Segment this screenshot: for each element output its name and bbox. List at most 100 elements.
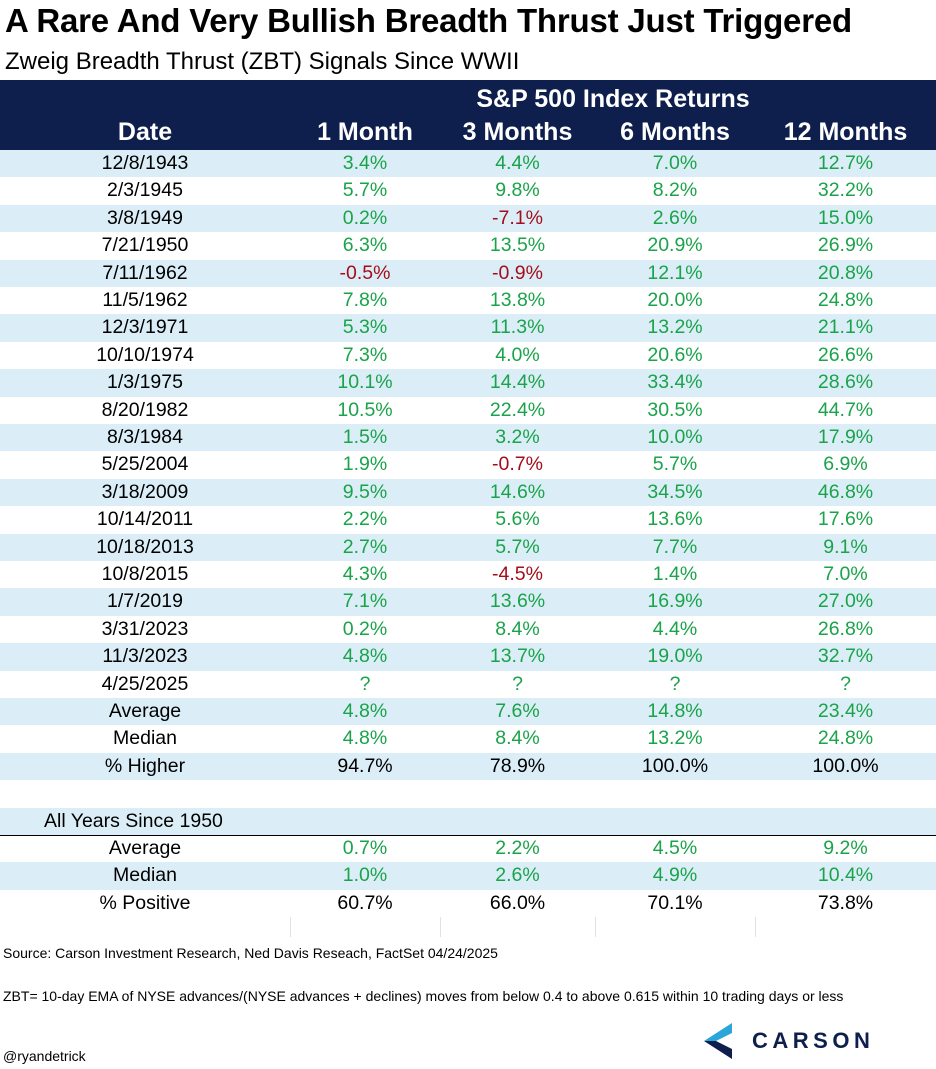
all-years-section-row	[0, 807, 936, 835]
cell-6-months: 34.5%	[647, 480, 703, 503]
cell-date: 8/20/1982	[101, 398, 189, 421]
table-row: 12/3/1971 5.3% 11.3% 13.2% 21.1%	[0, 314, 936, 342]
cell-12-months: 32.7%	[817, 645, 874, 668]
cell-12-months: 20.8%	[817, 261, 874, 284]
cell-1-month: 4.8%	[342, 727, 388, 750]
cell-1-month: 4.3%	[342, 563, 388, 585]
cell-1-month: 0.7%	[342, 837, 388, 859]
all-years-row: % Positive 60.7% 66.0% 70.1% 73.8%	[0, 890, 936, 917]
cell-6-months: 13.6%	[647, 508, 703, 531]
cell-12-months: 26.6%	[817, 343, 874, 366]
cell-1-month: 10.1%	[337, 371, 393, 394]
cell-date: Average	[108, 700, 182, 722]
cell-3-months: 3.2%	[495, 426, 540, 448]
cell-12-months: 9.2%	[823, 837, 868, 859]
column-separator	[755, 917, 756, 938]
cell-date: Median	[113, 727, 177, 750]
column-separator	[595, 917, 596, 938]
cell-6-months: 16.9%	[647, 590, 703, 613]
column-separator	[440, 917, 441, 938]
cell-1-month: 4.8%	[342, 700, 388, 722]
cell-6-months: 13.2%	[647, 316, 703, 339]
cell-12-months: 15.0%	[817, 206, 874, 229]
column-header-6-months: 6 Months	[620, 118, 730, 146]
cell-6-months: 5.7%	[652, 453, 698, 476]
cell-6-months: 12.1%	[647, 261, 703, 284]
cell-12-months: 17.9%	[817, 426, 874, 448]
table-header: S&P 500 Index Returns Date 1 Month 3 Mon…	[0, 80, 936, 150]
cell-1-month: -0.5%	[339, 261, 391, 284]
table-row: 12/8/1943 3.4% 4.4% 7.0% 12.7%	[0, 150, 936, 178]
cell-12-months: 23.4%	[817, 700, 874, 722]
cell-date: 12/3/1971	[101, 316, 189, 339]
cell-12-months: 17.6%	[817, 508, 874, 531]
cell-date: 1/7/2019	[107, 590, 183, 613]
cell-date: 4/25/2025	[101, 672, 189, 695]
cell-12-months: 9.1%	[823, 535, 868, 558]
cell-12-months: 26.9%	[817, 234, 874, 257]
cell-6-months: 7.7%	[652, 535, 698, 558]
source-note: Source: Carson Investment Research, Ned …	[3, 945, 498, 961]
cell-date: 3/18/2009	[101, 480, 189, 503]
table-row: 10/14/2011 2.2% 5.6% 13.6% 17.6%	[0, 506, 936, 533]
summary-row: % Higher 94.7% 78.9% 100.0% 100.0%	[0, 752, 936, 781]
cell-date: 8/3/1984	[107, 426, 183, 448]
author-handle: @ryandetrick	[3, 1048, 86, 1064]
cell-3-months: 78.9%	[489, 754, 546, 777]
cell-12-months: 24.8%	[817, 289, 874, 311]
cell-6-months: 33.4%	[647, 371, 703, 394]
cell-3-months: 13.8%	[489, 289, 546, 311]
cell-3-months: 13.7%	[489, 645, 546, 668]
cell-date: 3/31/2023	[101, 617, 189, 640]
cell-date: 3/8/1949	[107, 206, 183, 229]
cell-date: 1/3/1975	[107, 371, 183, 394]
table-row: 2/3/1945 5.7% 9.8% 8.2% 32.2%	[0, 177, 936, 204]
cell-1-month: 94.7%	[337, 754, 393, 777]
cell-6-months: 1.4%	[652, 563, 698, 585]
cell-12-months: 27.0%	[817, 590, 874, 613]
cell-12-months: 21.1%	[817, 316, 874, 339]
cell-date: 2/3/1945	[107, 179, 183, 202]
cell-3-months: 4.4%	[495, 152, 540, 174]
definition-note: ZBT= 10-day EMA of NYSE advances/(NYSE a…	[3, 988, 844, 1004]
cell-12-months: ?	[840, 672, 851, 695]
table-row: 1/3/1975 10.1% 14.4% 33.4% 28.6%	[0, 369, 936, 397]
cell-3-months: 14.4%	[489, 371, 546, 394]
cell-3-months: 14.6%	[489, 480, 546, 503]
cell-1-month: 1.9%	[342, 453, 388, 476]
cell-1-month: 0.2%	[342, 617, 388, 640]
cell-3-months: -4.5%	[492, 563, 543, 585]
cell-1-month: 0.2%	[342, 206, 388, 229]
cell-date: 10/8/2015	[101, 563, 189, 585]
cell-3-months: ?	[512, 672, 523, 695]
cell-6-months: 8.2%	[652, 179, 698, 202]
column-header-3-months: 3 Months	[462, 118, 573, 146]
table-row: 11/5/1962 7.8% 13.8% 20.0% 24.8%	[0, 287, 936, 314]
column-header-date: Date	[117, 118, 173, 146]
table-row: 10/8/2015 4.3% -4.5% 1.4% 7.0%	[0, 561, 936, 588]
cell-date: Average	[108, 837, 182, 859]
cell-6-months: 2.6%	[652, 206, 698, 229]
cell-3-months: 8.4%	[495, 617, 540, 640]
cell-6-months: 4.9%	[652, 864, 698, 887]
cell-12-months: 44.7%	[817, 398, 874, 421]
table-row: 3/8/1949 0.2% -7.1% 2.6% 15.0%	[0, 204, 936, 233]
cell-12-months: 73.8%	[817, 891, 874, 914]
carson-logo: CARSON	[702, 1020, 892, 1062]
cell-6-months: 4.4%	[652, 617, 698, 640]
table-row: 7/11/1962 -0.5% -0.9% 12.1% 20.8%	[0, 259, 936, 287]
cell-1-month: 7.8%	[342, 289, 388, 311]
cell-12-months: 26.8%	[817, 617, 874, 640]
cell-12-months: 32.2%	[817, 179, 874, 202]
cell-date: 7/11/1962	[102, 261, 188, 284]
cell-1-month: 2.7%	[342, 535, 388, 558]
cell-12-months: 100.0%	[812, 754, 879, 777]
cell-12-months: 12.7%	[817, 152, 874, 174]
column-separator	[290, 917, 291, 938]
cell-1-month: 2.2%	[342, 508, 388, 531]
cell-3-months: 11.3%	[490, 316, 545, 339]
cell-1-month: 9.5%	[342, 480, 388, 503]
table-row: 5/25/2004 1.9% -0.7% 5.7% 6.9%	[0, 451, 936, 478]
chart-title: A Rare And Very Bullish Breadth Thrust J…	[5, 2, 852, 39]
all-years-row: Median 1.0% 2.6% 4.9% 10.4%	[0, 862, 936, 890]
